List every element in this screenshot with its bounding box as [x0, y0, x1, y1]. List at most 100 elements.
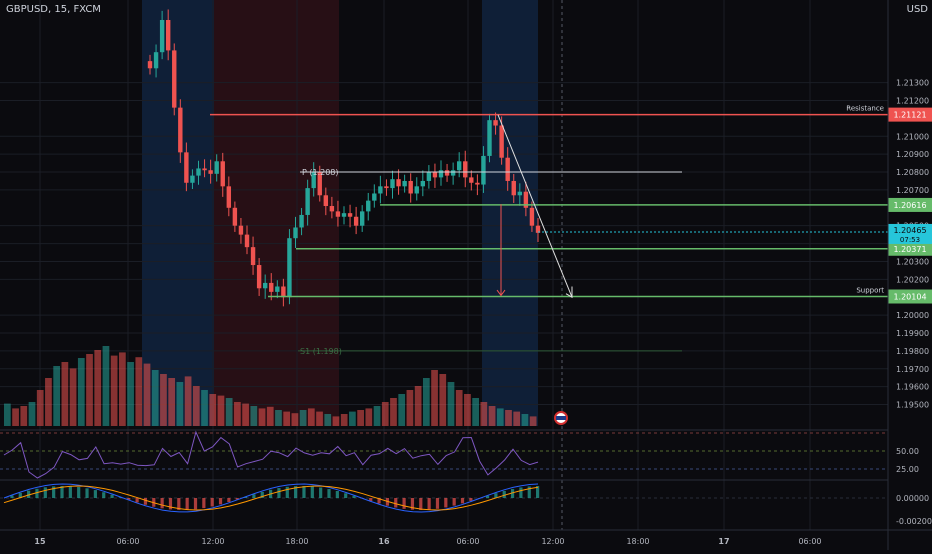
level-tag-text: 1.20371 — [893, 245, 926, 254]
macd-tick-label: -0.00200 — [896, 517, 932, 526]
volume-bar — [267, 407, 274, 426]
session-band-2 — [269, 0, 339, 426]
macd-hist-bar — [77, 487, 80, 498]
volume-bar — [530, 416, 537, 426]
volume-bar — [349, 412, 356, 426]
candle-body — [202, 168, 206, 170]
macd-hist-bar — [344, 493, 347, 498]
time-tick-label: 12:00 — [541, 537, 564, 546]
macd-hist-bar — [428, 498, 431, 510]
candle-body — [439, 170, 443, 177]
volume-bar — [365, 408, 372, 426]
candle-body — [336, 211, 340, 216]
volume-bar — [283, 412, 290, 426]
time-tick-label: 17 — [718, 537, 729, 546]
volume-bar — [201, 390, 208, 426]
candle-body — [160, 20, 164, 52]
time-tick-label: 15 — [34, 537, 46, 546]
candle-body — [372, 193, 376, 200]
macd-hist-bar — [136, 498, 139, 502]
macd-hist-bar — [319, 488, 322, 498]
volume-bar — [144, 364, 151, 426]
volume-bar — [226, 398, 233, 426]
macd-hist-bar — [277, 488, 280, 498]
rsi-tick-label: 50.00 — [896, 447, 919, 456]
volume-bar — [439, 374, 446, 426]
volume-bar — [407, 390, 414, 426]
candle-body — [245, 235, 249, 248]
candle-body — [239, 226, 243, 235]
price-tick-label: 1.20000 — [896, 311, 929, 320]
candle-body — [402, 181, 406, 186]
last-price-countdown: 07:53 — [900, 236, 920, 244]
macd-hist-bar — [211, 498, 214, 506]
volume-bar — [160, 374, 167, 426]
candle-body — [305, 188, 309, 215]
volume-bar — [415, 386, 422, 426]
price-tick-label: 1.20800 — [896, 168, 929, 177]
candle-body — [463, 161, 467, 177]
symbol-title: GBPUSD, 15, FXCM — [6, 4, 101, 15]
macd-hist-bar — [144, 498, 147, 505]
price-tick-label: 1.20900 — [896, 150, 929, 159]
volume-bar — [431, 370, 438, 426]
macd-hist-bar — [219, 498, 222, 504]
macd-hist-bar — [302, 486, 305, 498]
candle-body — [378, 186, 382, 193]
volume-bar — [390, 398, 397, 426]
candle-body — [154, 52, 158, 68]
volume-bar — [456, 390, 463, 426]
candle-body — [166, 20, 170, 50]
volume-bar — [472, 398, 479, 426]
candle-body — [433, 172, 437, 177]
candle-body — [451, 170, 455, 175]
price-tick-label: 1.19500 — [896, 401, 929, 410]
volume-bar — [522, 414, 529, 426]
macd-hist-bar — [403, 498, 406, 509]
volume-bar — [448, 382, 455, 426]
macd-hist-bar — [194, 498, 197, 509]
macd-hist-bar — [44, 487, 47, 498]
price-tick-label: 1.21000 — [896, 132, 929, 141]
time-tick-label: 06:00 — [456, 537, 479, 546]
volume-bar — [20, 406, 27, 426]
candle-body — [263, 283, 267, 288]
macd-hist-bar — [419, 498, 422, 510]
volume-bar — [86, 354, 93, 426]
macd-hist-bar — [453, 498, 456, 506]
last-price-value: 1.20465 — [893, 226, 926, 235]
volume-bar — [152, 370, 159, 426]
candle-body — [269, 283, 273, 292]
candle-body — [172, 50, 176, 107]
candle-body — [445, 170, 449, 175]
candle-body — [493, 120, 497, 125]
volume-bar — [62, 362, 69, 426]
price-tick-label: 1.19700 — [896, 365, 929, 374]
volume-bar — [259, 408, 266, 426]
macd-hist-bar — [227, 498, 230, 502]
candle-body — [469, 177, 473, 182]
volume-bar — [45, 378, 52, 426]
candle-body — [330, 206, 334, 211]
volume-bar — [357, 410, 364, 426]
time-tick-label: 06:00 — [116, 537, 139, 546]
macd-hist-bar — [110, 495, 113, 498]
candle-body — [293, 227, 297, 238]
macd-hist-bar — [394, 498, 397, 508]
price-tick-label: 1.19600 — [896, 383, 929, 392]
volume-bar — [29, 402, 36, 426]
candle-body — [287, 238, 291, 297]
price-tick-label: 1.21200 — [896, 96, 929, 105]
price-tick-label: 1.19900 — [896, 329, 929, 338]
price-tick-label: 1.20200 — [896, 275, 929, 284]
candle-body — [421, 181, 425, 186]
candle-body — [275, 286, 279, 291]
volume-bar — [135, 357, 142, 426]
macd-hist-bar — [311, 486, 314, 498]
rsi-tick-label: 25.00 — [896, 465, 919, 474]
event-flag-icon-inner — [556, 416, 566, 420]
price-tick-label: 1.20300 — [896, 257, 929, 266]
candle-body — [251, 247, 255, 265]
candle-body — [257, 265, 261, 288]
